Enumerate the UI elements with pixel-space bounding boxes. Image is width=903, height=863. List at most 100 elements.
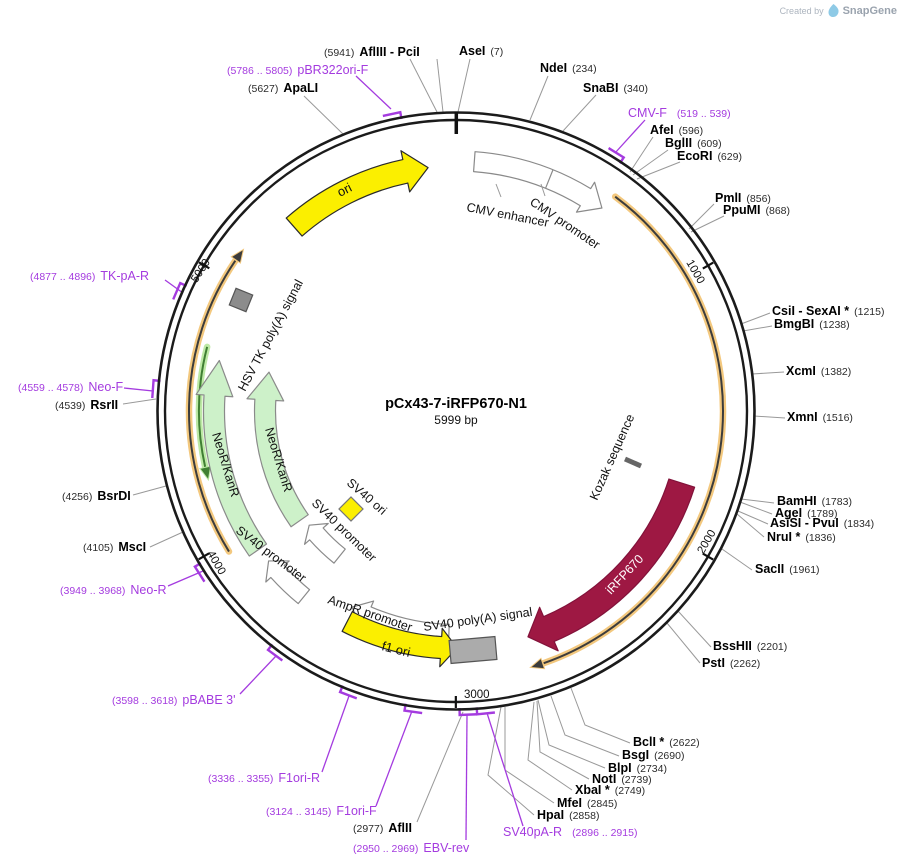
feature-neor-kanr-inner[interactable]	[246, 371, 309, 528]
enzyme-label-SacII[interactable]: SacII (1961)	[755, 561, 820, 577]
enzyme-label-BamHI[interactable]: BamHI (1783)	[777, 493, 852, 509]
enzyme-label-BsrDI[interactable]: (4256) BsrDI	[62, 488, 131, 504]
label-name: CMV-F	[628, 106, 667, 120]
label-position: (5941)	[324, 47, 355, 59]
primer-label-TK-pA-R[interactable]: (4877 .. 4896) TK-pA-R	[30, 268, 149, 284]
label-position: (1382)	[820, 366, 852, 378]
enzyme-label-SnaBI[interactable]: SnaBI (340)	[583, 80, 648, 96]
primer-label-F1ori-R[interactable]: (3336 .. 3355) F1ori-R	[208, 770, 320, 786]
enzyme-label-NruI-[interactable]: NruI * (1836)	[767, 529, 836, 545]
enzyme-leader-line	[739, 501, 773, 515]
enzyme-label-XmnI[interactable]: XmnI (1516)	[787, 409, 853, 425]
primer-leader-line	[375, 710, 413, 807]
label-name: ApaLI	[283, 81, 319, 95]
feature-sv40-promoter-inner[interactable]	[303, 522, 346, 564]
feature-label-ori[interactable]: ori	[335, 180, 355, 200]
enzyme-label-ApaLI[interactable]: (5627) ApaLI	[248, 80, 318, 96]
feature-neor-kanr-outer[interactable]	[195, 359, 268, 557]
label-position: (2845)	[587, 798, 618, 810]
enzyme-label-HpaI[interactable]: HpaI (2858)	[537, 807, 599, 823]
enzyme-leader-line	[570, 687, 631, 744]
primer-label-CMV-F[interactable]: CMV-F (519 .. 539)	[628, 105, 731, 121]
enzyme-label-XbaI-[interactable]: XbaI * (2749)	[575, 782, 645, 798]
label-name: EcoRI	[677, 149, 713, 163]
label-name: PpuMI	[723, 203, 761, 217]
feature-orange-arc-left-arrowhead	[230, 248, 245, 264]
enzyme-leader-line	[742, 325, 773, 332]
enzyme-label-AseI[interactable]: AseI (7)	[459, 43, 503, 59]
enzyme-label-AfeI[interactable]: AfeI (596)	[650, 122, 703, 138]
enzyme-leader-line	[487, 706, 535, 816]
label-name: NotI	[592, 772, 617, 786]
enzyme-leader-line	[629, 136, 654, 173]
label-position: (868)	[765, 205, 791, 217]
label-name: TK-pA-R	[100, 269, 150, 283]
enzyme-leader-line	[457, 58, 471, 113]
label-position: (2858)	[569, 810, 600, 822]
label-position: (1238)	[819, 319, 850, 331]
enzyme-leader-line	[751, 371, 785, 375]
enzyme-label-PpuMI[interactable]: PpuMI (868)	[723, 202, 790, 218]
enzyme-leader-line	[132, 485, 167, 496]
enzyme-label-XcmI[interactable]: XcmI (1382)	[786, 363, 851, 379]
feature-cmv-enhancer-promoter[interactable]	[472, 151, 603, 213]
feature-sv40-ori-diamond[interactable]	[338, 496, 364, 522]
enzyme-label-MscI[interactable]: (4105) MscI	[83, 539, 146, 555]
primer-leader-line	[167, 570, 204, 587]
primer-leader-line	[486, 712, 524, 827]
feature-sv40-polya-box[interactable]	[448, 635, 498, 665]
label-position: (7)	[490, 46, 504, 58]
label-position: (2690)	[654, 750, 685, 762]
feature-sv40-promoter-outer[interactable]	[265, 560, 311, 605]
enzyme-label-BglII[interactable]: BglII (609)	[665, 135, 722, 151]
label-position: (2977)	[353, 823, 384, 835]
enzyme-label-PstI[interactable]: PstI (2262)	[702, 655, 760, 671]
enzyme-label-BsgI[interactable]: BsgI (2690)	[622, 747, 684, 763]
feature-label-f1-ori[interactable]: f1 ori	[380, 638, 412, 660]
feature-irfp670[interactable]	[527, 478, 696, 652]
label-name: SnaBI	[583, 81, 619, 95]
enzyme-label-RsrII[interactable]: (4539) RsrII	[55, 397, 118, 413]
enzyme-label-AflIII-PciI[interactable]: (5941) AflIII - PciI	[324, 44, 420, 60]
enzyme-leader-line	[677, 610, 712, 648]
enzyme-label-AflII[interactable]: (2977) AflII	[353, 820, 412, 836]
enzyme-label-EcoRI[interactable]: EcoRI (629)	[677, 148, 742, 164]
enzyme-label-BclI-[interactable]: BclI * (2622)	[633, 734, 700, 750]
enzyme-label-MfeI[interactable]: MfeI (2845)	[557, 795, 617, 811]
label-name: PmlI	[715, 191, 742, 205]
label-name: EBV-rev	[423, 841, 470, 855]
enzyme-label-BlpI[interactable]: BlpI (2734)	[608, 760, 667, 776]
enzyme-label-NdeI[interactable]: NdeI (234)	[540, 60, 597, 76]
label-name: CsiI - SexAI *	[772, 304, 850, 318]
primer-label-Neo-R[interactable]: (3949 .. 3968) Neo-R	[60, 582, 167, 598]
enzyme-label-CsiI-SexAI-[interactable]: CsiI - SexAI * (1215)	[772, 303, 884, 319]
enzyme-leader-line	[753, 415, 786, 419]
enzyme-label-NotI[interactable]: NotI (2739)	[592, 771, 652, 787]
primer-label-pBABE-3-[interactable]: (3598 .. 3618) pBABE 3'	[112, 692, 236, 708]
enzyme-label-AsiSI-PvuI[interactable]: AsiSI - PvuI (1834)	[770, 515, 874, 531]
enzyme-label-AgeI[interactable]: AgeI (1789)	[775, 505, 837, 521]
primer-leader-line	[321, 695, 350, 773]
label-position: (4559 .. 4578)	[18, 382, 84, 394]
primer-label-F1ori-F[interactable]: (3124 .. 3145) F1ori-F	[266, 803, 377, 819]
primer-label-Neo-F[interactable]: (4559 .. 4578) Neo-F	[18, 379, 123, 395]
primer-label-pBR322ori-F[interactable]: (5786 .. 5805) pBR322ori-F	[227, 62, 368, 78]
label-name: SacII	[755, 562, 785, 576]
label-position: (2262)	[729, 658, 761, 670]
feature-ori[interactable]	[285, 150, 429, 237]
enzyme-label-PmlI[interactable]: PmlI (856)	[715, 190, 771, 206]
enzyme-label-BmgBI[interactable]: BmgBI (1238)	[774, 316, 850, 332]
primer-label-SV40pA-R[interactable]: SV40pA-R (2896 .. 2915)	[503, 824, 637, 840]
feature-hsv-tk-polya-box[interactable]	[228, 287, 254, 313]
feature-f1-ori[interactable]	[341, 611, 458, 668]
enzyme-label-BssHII[interactable]: BssHII (2201)	[713, 638, 787, 654]
label-position: (4105)	[83, 542, 114, 554]
primer-label-EBV-rev[interactable]: (2950 .. 2969) EBV-rev	[353, 840, 469, 856]
feature-kozak-tick	[623, 456, 643, 469]
tick-label-3000: 3000	[464, 689, 490, 701]
tick-2000	[702, 552, 714, 561]
label-position: (4539)	[55, 400, 86, 412]
label-name: pBR322ori-F	[297, 63, 369, 77]
